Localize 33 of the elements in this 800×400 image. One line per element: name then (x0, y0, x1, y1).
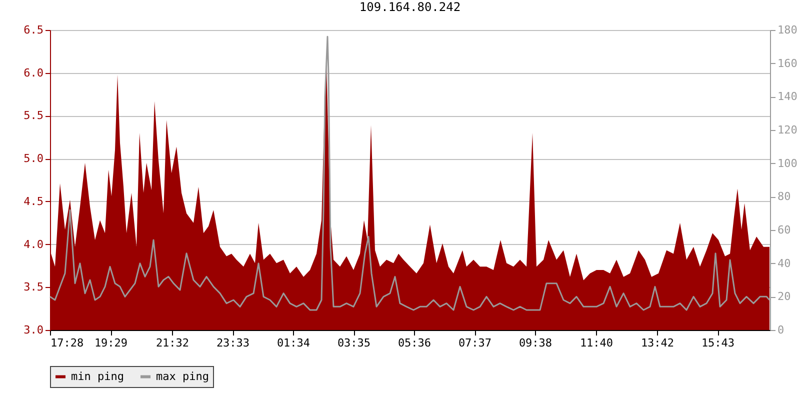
x-tick-label: 03:35 (337, 336, 371, 350)
y-tick-label: 4.5 (24, 194, 44, 208)
legend-label: min ping (71, 370, 124, 383)
x-tick-label: 15:43 (701, 336, 735, 350)
x-tick-label: 09:38 (518, 336, 552, 350)
x-tick-label: 05:36 (398, 336, 432, 350)
x-tick-label: 07:37 (458, 336, 492, 350)
y-tick-label: 4.0 (24, 238, 44, 251)
x-tick-label: 17:28 (50, 336, 84, 350)
y2-tick-label: 20 (778, 290, 791, 304)
chart-title: 109.164.80.242 (359, 0, 461, 14)
y-tick-label: 3.5 (24, 280, 44, 294)
y2-tick-label: 100 (778, 156, 798, 170)
x-tick-label: 01:34 (276, 336, 310, 350)
y2-tick-label: 0 (778, 324, 784, 336)
x-tick-label: 19:29 (94, 336, 128, 350)
y2-tick-label: 40 (778, 256, 791, 270)
y-tick-label: 5.0 (24, 152, 44, 166)
y2-tick-label: 120 (778, 124, 798, 136)
x-tick-label: 21:32 (156, 336, 190, 350)
y2-tick-label: 140 (778, 90, 798, 104)
y2-tick-label: 80 (778, 190, 791, 204)
y-tick-label: 6.5 (24, 24, 44, 36)
y-tick-label: 6.0 (24, 66, 44, 80)
y-tick-label: 3.0 (24, 324, 44, 336)
x-tick-label: 11:40 (580, 336, 614, 350)
legend-label: max ping (156, 370, 209, 383)
y2-tick-label: 60 (778, 224, 791, 236)
x-tick-label: 13:42 (640, 336, 674, 350)
y2-tick-label: 160 (778, 56, 798, 70)
x-tick-label: 23:33 (216, 336, 250, 350)
y-tick-label: 5.5 (24, 109, 44, 122)
y2-tick-label: 180 (778, 24, 798, 36)
